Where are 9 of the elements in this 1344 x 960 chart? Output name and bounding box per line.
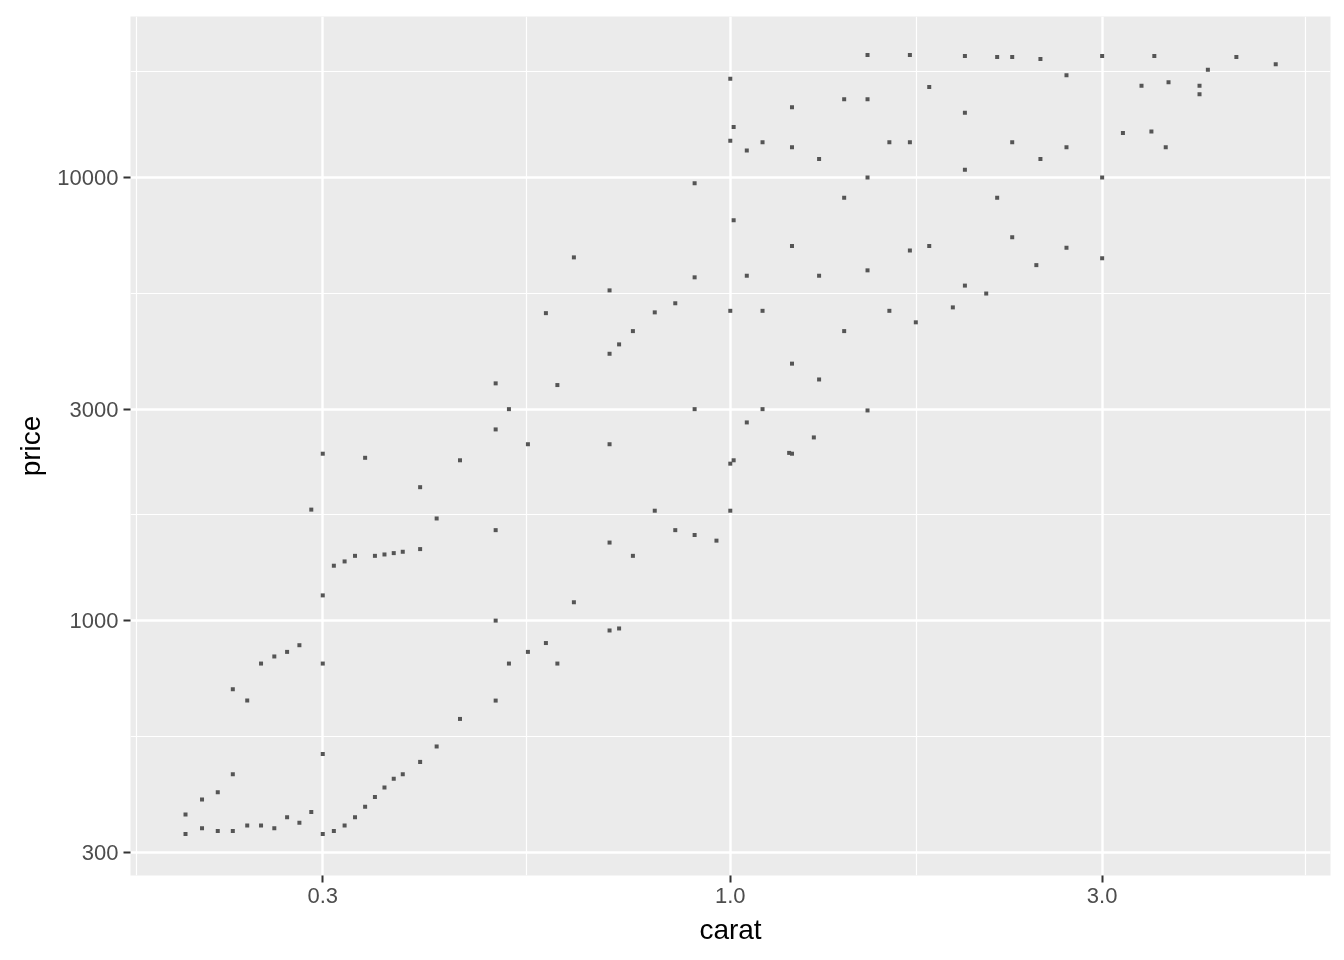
y-axis-title: price <box>15 415 47 477</box>
x-tick-label: 1.0 <box>714 882 746 908</box>
x-axis-title: carat <box>699 913 762 945</box>
y-tick-label: 1000 <box>69 608 119 634</box>
y-tick-label: 300 <box>81 839 119 865</box>
y-tick-label: 10000 <box>57 164 119 190</box>
y-tick-label: 3000 <box>69 396 119 422</box>
x-tick-label: 3.0 <box>1086 882 1118 908</box>
x-tick-label: 0.3 <box>307 882 339 908</box>
